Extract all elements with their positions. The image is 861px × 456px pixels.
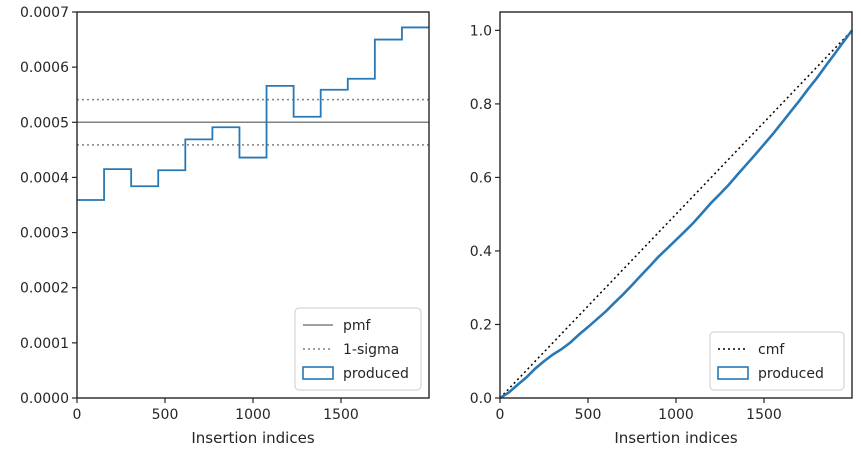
legend: cmf produced (709, 331, 845, 391)
y-tick-label: 0.0003 (20, 226, 69, 242)
x-axis-label: Insertion indices (614, 429, 737, 447)
x-tick-label: 1500 (746, 407, 782, 423)
x-tick-label: 1500 (323, 407, 359, 423)
y-tick-label: 0.2 (470, 317, 492, 333)
y-tick-label: 0.0004 (20, 170, 69, 186)
legend-box (709, 331, 845, 391)
axes-frame (499, 11, 853, 399)
legend-label: produced (343, 366, 409, 382)
x-tick-label: 1000 (235, 407, 271, 423)
y-tick-label: 0.0007 (20, 5, 69, 21)
x-ticks: 0 500 1000 1500 (73, 398, 359, 423)
legend: pmf 1-sigma produced (294, 307, 422, 391)
x-tick-label: 500 (152, 407, 179, 423)
y-tick-label: 0.6 (470, 170, 492, 186)
pmf-panel: 0 500 1000 1500 0.00000.00010.00020.00030.0… (20, 5, 430, 447)
y-tick-label: 0.0000 (20, 391, 69, 407)
legend-label: produced (758, 366, 824, 382)
y-ticks: 0.0000 0.0001 0.0002 0.0003 0.0004 0.0005 0.00… (20, 5, 77, 407)
y-tick-label: 1.0 (470, 23, 492, 39)
legend-handle-produced (302, 366, 334, 380)
produced-step-line (77, 26, 429, 201)
y-tick-label: 0.4 (470, 244, 492, 260)
x-ticks: 0 500 1000 1500 (496, 398, 782, 423)
x-tick-label: 0 (496, 407, 505, 423)
x-tick-label: 1000 (658, 407, 694, 423)
y-tick-label: 0.0001 (20, 336, 69, 352)
y-tick-label: 0.8 (470, 97, 492, 113)
x-tick-label: 500 (575, 407, 602, 423)
cmf-panel: 0 500 1000 1500 0.0 0.2 0.4 0.6 0.8 1.0 Insertio… (470, 11, 854, 447)
y-tick-label: 0.0 (470, 391, 492, 407)
plot-marks (77, 26, 429, 201)
legend-label: 1-sigma (343, 342, 399, 358)
y-ticks: 0.0 0.2 0.4 0.6 0.8 1.0 (470, 23, 500, 407)
y-tick-label: 0.0006 (20, 60, 69, 76)
legend-label: pmf (343, 318, 372, 334)
x-tick-label: 0 (73, 407, 82, 423)
legend-label: cmf (758, 342, 785, 358)
y-tick-label: 0.0005 (20, 115, 69, 131)
legend-box (294, 307, 422, 391)
plot-marks (499, 29, 854, 400)
y-tick-label: 0.0002 (20, 281, 69, 297)
axes-frame (76, 11, 430, 399)
produced-line (499, 29, 854, 400)
x-axis-label: Insertion indices (191, 429, 314, 447)
legend-handle-produced (717, 366, 749, 380)
